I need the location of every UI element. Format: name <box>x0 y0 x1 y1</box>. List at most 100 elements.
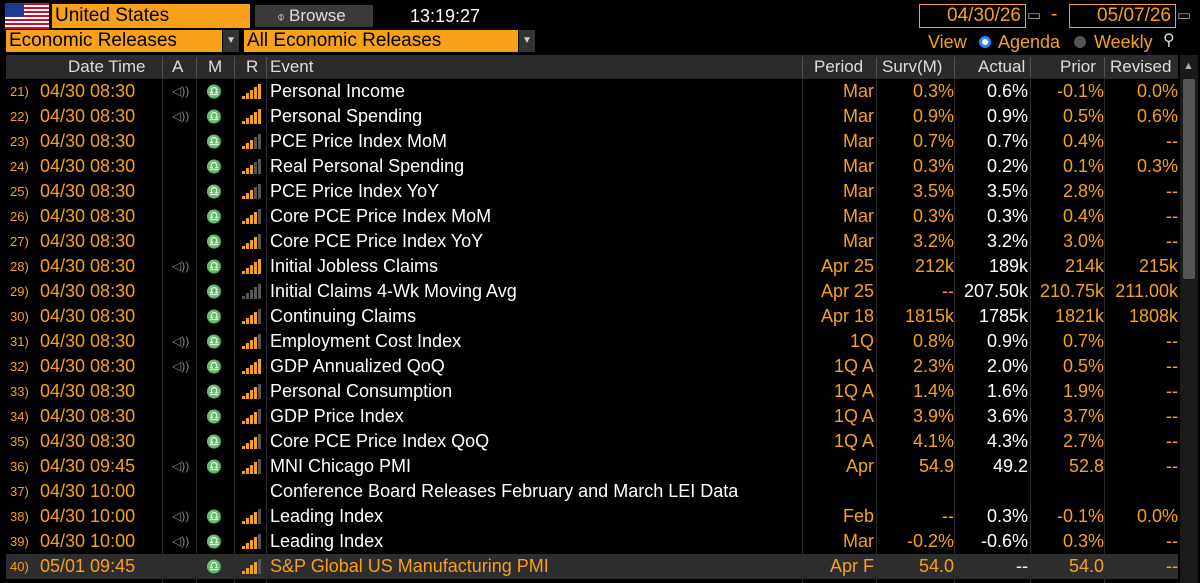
table-row[interactable]: 21) 04/30 08:30 ◁)) ♎ Personal Income Mar 0.3%… <box>6 79 1178 104</box>
relevance-bar <box>254 337 257 349</box>
agenda-label[interactable]: Agenda <box>998 32 1061 52</box>
table-row[interactable]: 31) 04/30 08:30 ◁)) ♎ Employment Cost Index 1… <box>6 329 1178 354</box>
relevance-bar <box>258 209 261 224</box>
bell-icon[interactable]: ♎ <box>206 284 223 299</box>
table-row[interactable]: 35) 04/30 08:30 ♎ Core PCE Price Index QoQ 1… <box>6 429 1178 454</box>
subcategory-select[interactable]: All Economic Releases <box>244 30 518 52</box>
row-period: Apr 25 <box>820 256 874 276</box>
bell-icon[interactable]: ♎ <box>206 109 223 124</box>
bell-icon[interactable]: ♎ <box>206 459 223 474</box>
speaker-icon[interactable]: ◁)) <box>172 84 190 98</box>
zoom-icon[interactable]: ⚲ <box>1163 32 1175 49</box>
table-row[interactable]: 39) 04/30 10:00 ◁)) ♎ Leading Index Mar -0.2% -… <box>6 529 1178 554</box>
table-row[interactable]: 33) 04/30 08:30 ♎ Personal Consumption 1Q A 1… <box>6 379 1178 404</box>
table-row[interactable]: 40) 05/01 09:45 ♎ S&P Global US Manufacturi… <box>6 554 1178 579</box>
chevron-down-icon[interactable]: ▼ <box>519 30 535 52</box>
bell-icon[interactable]: ♎ <box>206 159 223 174</box>
agenda-radio[interactable] <box>979 36 991 48</box>
scrollbar[interactable]: ▲ <box>1180 55 1198 583</box>
table-row[interactable]: 28) 04/30 08:30 ◁)) ♎ Initial Jobless Claims… <box>6 254 1178 279</box>
col-surv[interactable]: Surv(M) <box>882 57 943 76</box>
relevance-bars-icon <box>242 384 261 399</box>
divider <box>954 79 955 583</box>
speaker-icon[interactable]: ◁)) <box>172 259 190 273</box>
bell-icon[interactable]: ♎ <box>206 384 223 399</box>
speaker-icon[interactable]: ◁)) <box>172 534 190 548</box>
bell-icon[interactable]: ♎ <box>206 209 223 224</box>
speaker-icon[interactable]: ◁)) <box>172 459 190 473</box>
table-row[interactable]: 30) 04/30 08:30 ♎ Continuing Claims Apr 18 18… <box>6 304 1178 329</box>
row-prior: -0.1% <box>1056 81 1104 101</box>
bell-icon[interactable]: ♎ <box>206 259 223 274</box>
bell-icon[interactable]: ♎ <box>206 559 223 574</box>
bell-icon[interactable]: ♎ <box>206 434 223 449</box>
table-row[interactable]: 26) 04/30 08:30 ♎ Core PCE Price Index MoM M… <box>6 204 1178 229</box>
bell-icon[interactable]: ♎ <box>206 534 223 549</box>
row-period: Apr 25 <box>820 281 874 301</box>
table-row[interactable]: 37) 04/30 10:00 Conference Board Releases … <box>6 479 1178 504</box>
chevron-down-icon[interactable]: ▼ <box>223 30 239 52</box>
col-event[interactable]: Event <box>270 57 314 76</box>
bell-icon[interactable]: ♎ <box>206 84 223 99</box>
table-row[interactable]: 22) 04/30 08:30 ◁)) ♎ Personal Spending Mar 0.… <box>6 104 1178 129</box>
row-revised: -- <box>1166 131 1178 151</box>
row-period: Mar <box>843 156 874 176</box>
bell-icon[interactable]: ♎ <box>206 234 223 249</box>
table-row[interactable]: 38) 04/30 10:00 ◁)) ♎ Leading Index Feb -- 0.3%… <box>6 504 1178 529</box>
bell-icon[interactable]: ♎ <box>206 309 223 324</box>
relevance-bar <box>242 171 245 174</box>
col-r[interactable]: R <box>246 57 259 76</box>
relevance-bar <box>258 409 261 424</box>
calendar-icon[interactable]: ▭ <box>1177 7 1192 24</box>
table-row[interactable]: 32) 04/30 08:30 ◁)) ♎ GDP Annualized QoQ 1Q A… <box>6 354 1178 379</box>
relevance-bar <box>250 515 253 524</box>
browse-button[interactable]: ⌽ Browse <box>255 5 373 27</box>
chevron-up-icon[interactable]: ▲ <box>1183 60 1194 72</box>
table-header: Date Time A M R Event Period Surv(M) Act… <box>6 55 1178 79</box>
weekly-label[interactable]: Weekly <box>1094 32 1153 52</box>
row-prior: -0.1% <box>1056 506 1104 526</box>
table-row[interactable]: 25) 04/30 08:30 ♎ PCE Price Index YoY Mar 3.5… <box>6 179 1178 204</box>
col-m[interactable]: M <box>208 57 223 76</box>
row-revised: 0.0% <box>1136 506 1178 526</box>
table-row[interactable]: 27) 04/30 08:30 ♎ Core PCE Price Index YoY M… <box>6 229 1178 254</box>
row-prior: 54.0 <box>1068 556 1104 576</box>
table-row[interactable]: 24) 04/30 08:30 ♎ Real Personal Spending Mar… <box>6 154 1178 179</box>
relevance-bar <box>250 165 253 174</box>
category-select[interactable]: Economic Releases <box>6 30 222 52</box>
end-date-field[interactable]: 05/07/26 <box>1069 4 1176 28</box>
relevance-bar <box>254 512 257 524</box>
relevance-bars-icon <box>242 109 261 124</box>
table-row[interactable]: 29) 04/30 08:30 ♎ Initial Claims 4-Wk Movin… <box>6 279 1178 304</box>
bell-icon[interactable]: ♎ <box>206 184 223 199</box>
scrollbar-thumb[interactable] <box>1183 79 1195 279</box>
bell-icon[interactable]: ♎ <box>206 334 223 349</box>
bell-icon[interactable]: ♎ <box>206 509 223 524</box>
col-a[interactable]: A <box>172 57 184 76</box>
table-row[interactable]: 34) 04/30 08:30 ♎ GDP Price Index 1Q A 3.9% 3.… <box>6 404 1178 429</box>
table-row[interactable]: 23) 04/30 08:30 ♎ PCE Price Index MoM Mar 0.7… <box>6 129 1178 154</box>
country-field[interactable]: United States <box>52 4 250 28</box>
bell-icon[interactable]: ♎ <box>206 134 223 149</box>
calendar-icon[interactable]: ▭ <box>1027 7 1042 24</box>
col-revised[interactable]: Revised <box>1110 57 1172 76</box>
speaker-icon[interactable]: ◁)) <box>172 109 190 123</box>
speaker-icon[interactable]: ◁)) <box>172 334 190 348</box>
row-event: Real Personal Spending <box>270 156 465 176</box>
col-actual[interactable]: Actual <box>978 57 1026 76</box>
row-datetime: 04/30 08:30 <box>40 206 136 226</box>
relevance-bar <box>254 537 257 549</box>
start-date-field[interactable]: 04/30/26 <box>919 4 1026 28</box>
table-row[interactable]: 36) 04/30 09:45 ◁)) ♎ MNI Chicago PMI Apr 54.9… <box>6 454 1178 479</box>
weekly-radio[interactable] <box>1074 36 1086 48</box>
col-date-time[interactable]: Date Time <box>68 57 146 76</box>
speaker-icon[interactable]: ◁)) <box>172 509 190 523</box>
bell-icon[interactable]: ♎ <box>206 409 223 424</box>
row-datetime: 04/30 10:00 <box>40 531 136 551</box>
row-datetime: 04/30 08:30 <box>40 406 136 426</box>
col-prior[interactable]: Prior <box>1060 57 1096 76</box>
col-period[interactable]: Period <box>814 57 864 76</box>
speaker-icon[interactable]: ◁)) <box>172 359 190 373</box>
view-label: View <box>928 32 967 52</box>
bell-icon[interactable]: ♎ <box>206 359 223 374</box>
